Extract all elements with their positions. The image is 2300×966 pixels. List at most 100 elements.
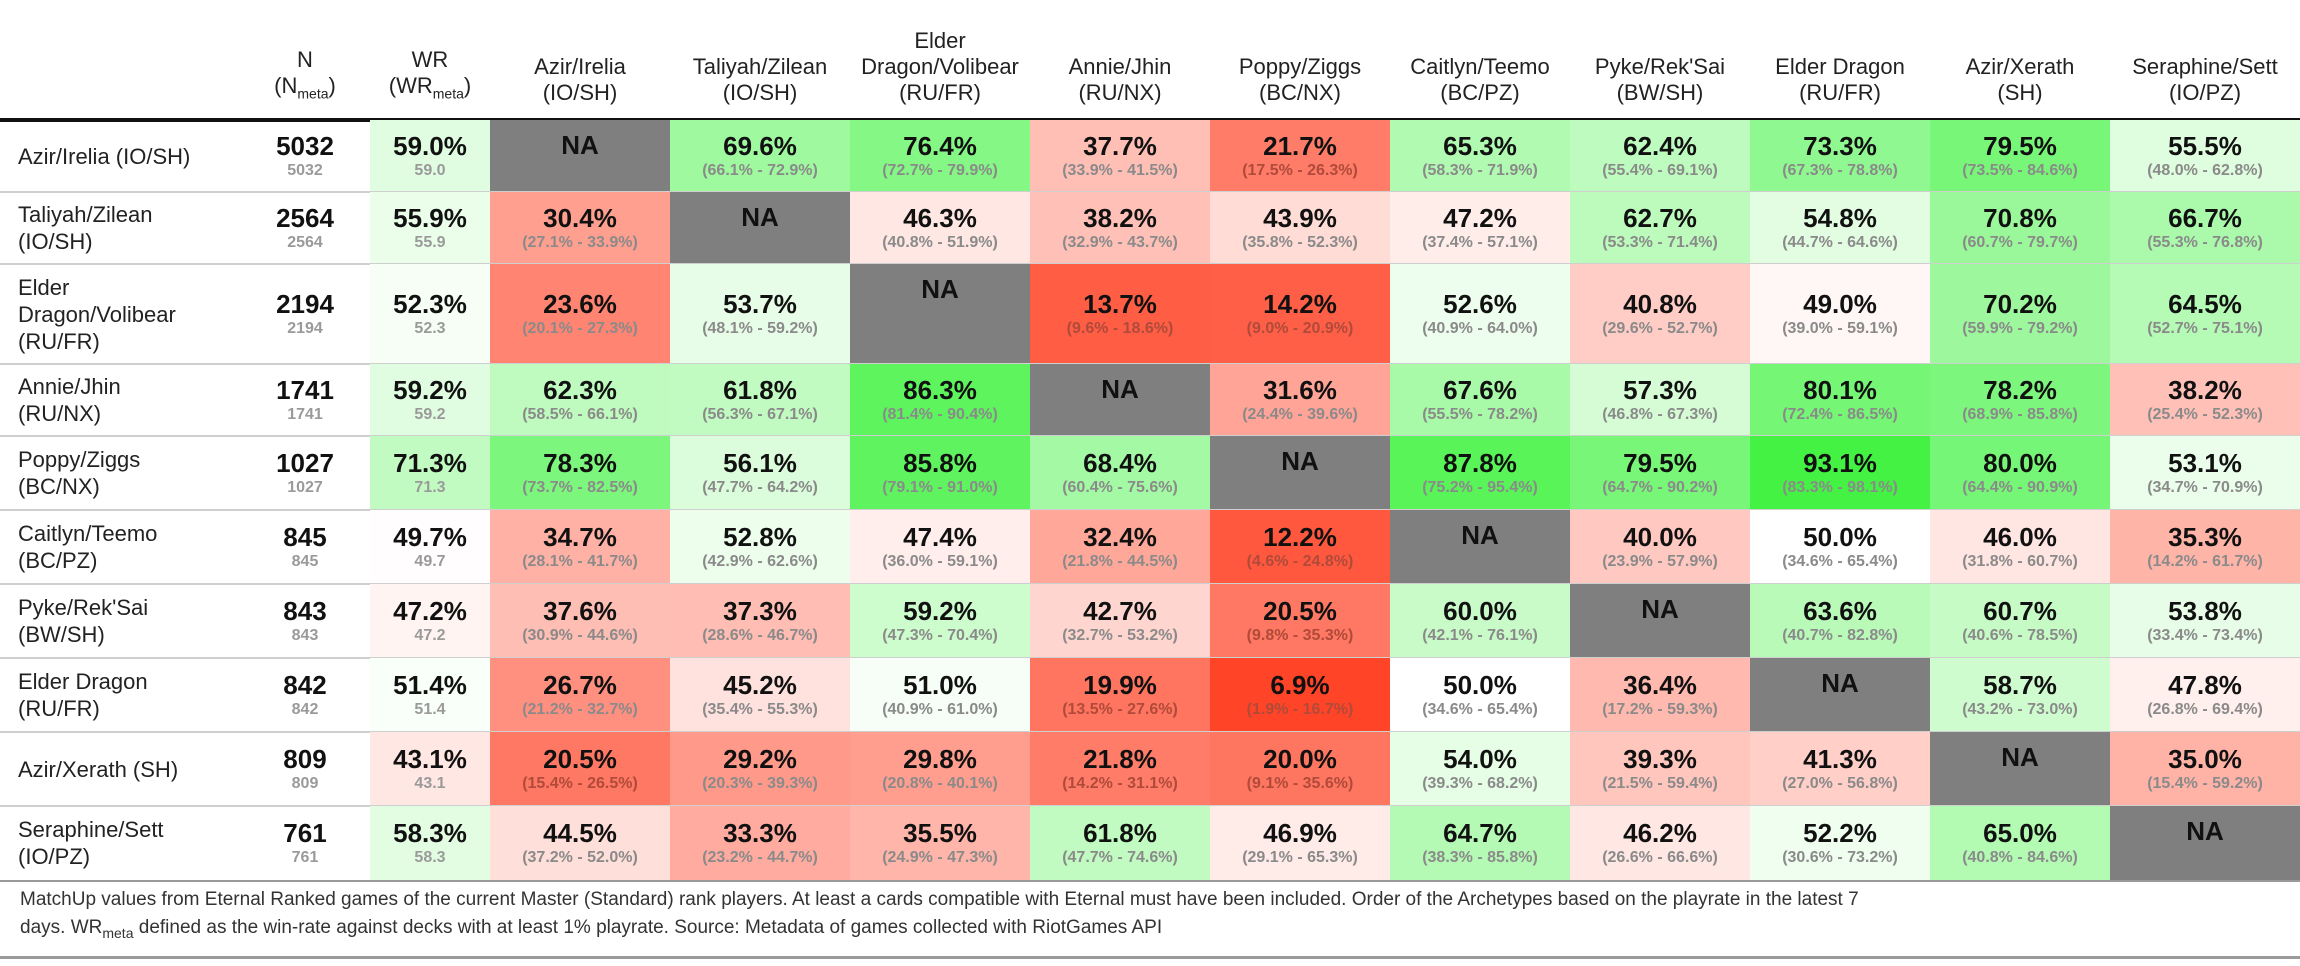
matchup-winrate: 42.7% (1083, 596, 1157, 626)
matchup-interval: (60.7% - 79.7%) (1962, 234, 2078, 251)
wr-value: 59.2% (393, 375, 467, 405)
column-header-line: Azir/Xerath (1965, 54, 2075, 79)
wr-value: 71.3% (393, 448, 467, 478)
matchup-winrate: 80.0% (1983, 448, 2057, 478)
matchup-interval: (26.6% - 66.6%) (1602, 849, 1718, 866)
matchup-interval: (37.4% - 57.1%) (1422, 234, 1538, 251)
matchup-winrate: 49.0% (1803, 289, 1877, 319)
n-value: 809 (283, 744, 327, 774)
wr-value: 51.4% (393, 670, 467, 700)
na-cell: NA (490, 120, 670, 192)
matchup-cell: 47.4% (36.0% - 59.1%) (850, 510, 1030, 584)
matchup-winrate: 47.8% (2168, 670, 2242, 700)
matchup-interval: (39.0% - 59.1%) (1782, 320, 1898, 337)
matchup-winrate: 6.9% (1270, 670, 1330, 700)
column-header-line: Azir/Irelia (534, 54, 626, 79)
matchup-interval: (73.7% - 82.5%) (522, 479, 638, 496)
wr-value: 49.7% (393, 522, 467, 552)
column-header: Seraphine/Sett (IO/PZ) (2110, 0, 2300, 120)
matchup-winrate: 29.8% (903, 744, 977, 774)
matchup-interval: (43.2% - 73.0%) (1962, 701, 2078, 718)
matchup-winrate: 78.2% (1983, 375, 2057, 405)
matchup-interval: (52.7% - 75.1%) (2147, 320, 2263, 337)
matchup-interval: (55.5% - 78.2%) (1422, 406, 1538, 423)
wr-meta-value: 58.3 (414, 849, 446, 866)
column-header: Elder Dragon (RU/FR) (1750, 0, 1930, 120)
matchup-interval: (42.1% - 76.1%) (1422, 627, 1538, 644)
row-label: Azir/Xerath (SH) (18, 756, 179, 782)
matchup-winrate: 65.3% (1443, 131, 1517, 161)
caption-bottom-rule (0, 956, 2300, 959)
wr-meta-value: 59.2 (414, 406, 446, 423)
column-header-line: Elder (914, 28, 966, 53)
matchup-cell: 65.3% (58.3% - 71.9%) (1390, 120, 1570, 192)
matchup-interval: (14.2% - 31.1%) (1062, 775, 1178, 792)
matchup-winrate: 45.2% (723, 670, 797, 700)
n-meta-value: 845 (291, 553, 319, 570)
matchup-interval: (23.2% - 44.7%) (702, 849, 818, 866)
na-cell: NA (1390, 510, 1570, 584)
matchup-interval: (17.2% - 59.3%) (1602, 701, 1718, 718)
matchup-cell: 60.7% (40.6% - 78.5%) (1930, 584, 2110, 658)
matchup-cell: 86.3% (81.4% - 90.4%) (850, 364, 1030, 436)
matchup-cell: 73.3% (67.3% - 78.8%) (1750, 120, 1930, 192)
na-cell: NA (1210, 436, 1390, 510)
matchup-winrate: 70.2% (1983, 289, 2057, 319)
matchup-interval: (29.6% - 52.7%) (1602, 320, 1718, 337)
matchup-winrate: 37.6% (543, 596, 617, 626)
matchup-winrate: 64.5% (2168, 289, 2242, 319)
column-header-line: (BW/SH) (1616, 80, 1704, 105)
column-header-line: Taliyah/Zilean (692, 54, 828, 79)
matchup-interval: (23.9% - 57.9%) (1602, 553, 1718, 570)
matchup-cell: 37.3% (28.6% - 46.7%) (670, 584, 850, 658)
column-header-line: WR (411, 46, 449, 72)
matchup-interval: (40.9% - 61.0%) (882, 701, 998, 718)
matchup-cell: 32.4% (21.8% - 44.5%) (1030, 510, 1210, 584)
matchup-interval: (32.7% - 53.2%) (1062, 627, 1178, 644)
matchup-winrate: 35.0% (2168, 744, 2242, 774)
matchup-interval: (9.6% - 18.6%) (1066, 320, 1174, 337)
matchup-cell: 47.8% (26.8% - 69.4%) (2110, 658, 2300, 732)
column-header-line: (IO/PZ) (2168, 80, 2242, 105)
matchup-winrate: 33.3% (723, 818, 797, 848)
wr-meta-value: 55.9 (414, 234, 446, 251)
matchup-winrate: 50.0% (1443, 670, 1517, 700)
row-label: Seraphine/Sett (IO/PZ) (18, 817, 164, 869)
matchup-winrate: 23.6% (543, 289, 617, 319)
matchup-interval: (20.3% - 39.3%) (702, 775, 818, 792)
row-label: Annie/Jhin (RU/NX) (18, 374, 121, 426)
matchup-winrate: 13.7% (1083, 289, 1157, 319)
matchup-winrate: 53.8% (2168, 596, 2242, 626)
matchup-cell: 66.7% (55.3% - 76.8%) (2110, 192, 2300, 264)
matchup-winrate: 30.4% (543, 203, 617, 233)
matchup-cell: 56.1% (47.7% - 64.2%) (670, 436, 850, 510)
caption-line-1: MatchUp values from Eternal Ranked games… (20, 889, 1859, 910)
matchup-cell: 13.7% (9.6% - 18.6%) (1030, 264, 1210, 364)
wr-cell: 71.3% 71.3 (370, 436, 490, 510)
na-cell: NA (1750, 658, 1930, 732)
matchup-winrate: 60.7% (1983, 596, 2057, 626)
wr-meta-value: 49.7 (414, 553, 446, 570)
matchup-cell: 78.2% (68.9% - 85.8%) (1930, 364, 2110, 436)
matchup-interval: (75.2% - 95.4%) (1422, 479, 1538, 496)
matchup-interval: (67.3% - 78.8%) (1782, 162, 1898, 179)
matchup-cell: 76.4% (72.7% - 79.9%) (850, 120, 1030, 192)
matchup-winrate: 20.0% (1263, 744, 1337, 774)
matchup-interval: (27.0% - 56.8%) (1782, 775, 1898, 792)
na-cell: NA (1570, 584, 1750, 658)
matchup-winrate: NA (1101, 374, 1139, 404)
matchup-interval: (4.6% - 24.8%) (1246, 553, 1354, 570)
matchup-winrate: 56.1% (723, 448, 797, 478)
matchup-winrate: 37.7% (1083, 131, 1157, 161)
matchup-cell: 64.5% (52.7% - 75.1%) (2110, 264, 2300, 364)
matchup-cell: 30.4% (27.1% - 33.9%) (490, 192, 670, 264)
matchup-interval: (58.5% - 66.1%) (522, 406, 638, 423)
matchup-winrate: 78.3% (543, 448, 617, 478)
wr-cell: 49.7% 49.7 (370, 510, 490, 584)
wr-value: 43.1% (393, 744, 467, 774)
column-header: Azir/Irelia (IO/SH) (490, 0, 670, 120)
na-cell: NA (2110, 806, 2300, 880)
n-cell: 1741 1741 (240, 364, 370, 436)
matchup-winrate: 87.8% (1443, 448, 1517, 478)
matchup-interval: (21.2% - 32.7%) (522, 701, 638, 718)
